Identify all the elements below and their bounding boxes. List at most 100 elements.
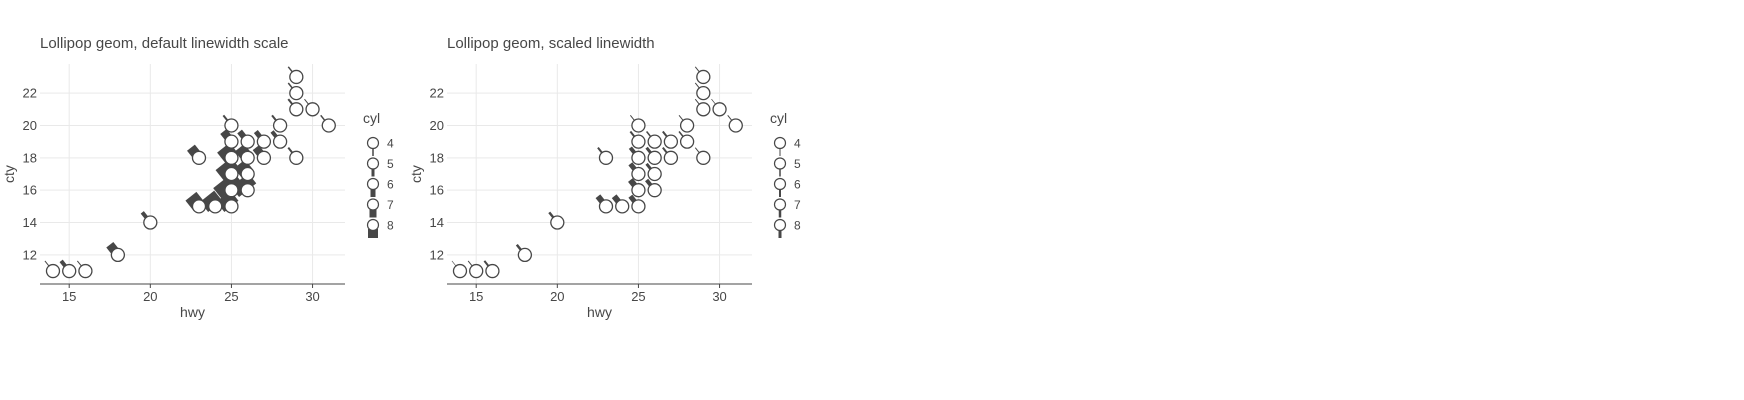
x-tick-label: 30 xyxy=(712,289,726,304)
lollipop-head xyxy=(647,134,662,149)
y-axis-label: cty xyxy=(408,165,424,183)
lollipop-head xyxy=(517,247,533,263)
lollipop-head xyxy=(647,166,662,182)
lollipop-head xyxy=(452,263,468,279)
lollipop-head xyxy=(191,199,207,214)
lollipop-head xyxy=(62,263,77,279)
lollipop-head xyxy=(256,150,272,165)
legend-label: 4 xyxy=(794,137,801,151)
lollipop-head xyxy=(272,118,288,133)
lollipop-head xyxy=(78,263,93,279)
chart-title: Lollipop geom, default linewidth scale xyxy=(40,35,289,52)
lollipop-head xyxy=(191,150,207,165)
lollipop-head xyxy=(696,102,711,117)
x-tick-label: 30 xyxy=(305,289,319,304)
lollipop-head xyxy=(631,118,646,133)
lollipop-head xyxy=(208,199,223,214)
lollipop-head xyxy=(615,199,630,214)
y-tick-label: 22 xyxy=(23,86,37,101)
lollipop-head xyxy=(289,150,304,165)
x-tick-label: 15 xyxy=(62,289,76,304)
legend-head xyxy=(773,218,787,232)
lollipop-head xyxy=(469,263,484,279)
lollipop-head xyxy=(240,134,255,149)
lollipop-head xyxy=(631,199,646,214)
legend-head xyxy=(366,157,380,170)
lollipop-head xyxy=(598,199,614,214)
legend-label: 5 xyxy=(387,157,394,171)
lollipop-head xyxy=(289,102,304,117)
lollipop-head xyxy=(224,199,239,214)
lollipop-head xyxy=(240,166,255,182)
lollipop-head xyxy=(110,247,126,263)
lollipop-head xyxy=(728,118,743,133)
legend-head xyxy=(366,198,380,211)
lollipop-head xyxy=(272,134,288,149)
legend-head xyxy=(773,198,787,211)
lollipop-head xyxy=(598,150,614,165)
x-tick-label: 15 xyxy=(469,289,483,304)
x-tick-label: 25 xyxy=(224,289,238,304)
lollipop-head xyxy=(712,102,727,117)
legend-label: 6 xyxy=(794,178,801,192)
lollipop-head xyxy=(663,150,679,165)
lollipop-head xyxy=(289,69,304,85)
y-tick-label: 22 xyxy=(430,86,444,101)
lollipop-head xyxy=(647,150,662,165)
lollipop-head xyxy=(289,85,304,101)
x-tick-label: 25 xyxy=(631,289,645,304)
lollipop-head xyxy=(143,215,158,230)
lollipop-head xyxy=(224,118,239,133)
legend-label: 7 xyxy=(794,198,801,212)
x-tick-label: 20 xyxy=(550,289,564,304)
legend-title: cyl xyxy=(770,110,787,126)
y-tick-label: 14 xyxy=(23,215,37,230)
chart-1: Lollipop geom, default linewidth scale 15… xyxy=(1,35,394,320)
lollipop-head xyxy=(256,134,272,149)
lollipop-head xyxy=(550,215,565,230)
x-axis-label: hwy xyxy=(587,304,612,320)
lollipop-head xyxy=(696,69,711,85)
lollipop-head xyxy=(224,183,239,198)
y-tick-label: 18 xyxy=(23,150,37,165)
lollipop-head xyxy=(647,183,662,198)
legend-label: 5 xyxy=(794,157,801,171)
y-tick-label: 14 xyxy=(430,215,444,230)
legend-head xyxy=(773,177,787,191)
lollipop-head xyxy=(485,263,500,279)
lollipop-head xyxy=(224,166,239,182)
lollipop-head xyxy=(696,85,711,101)
lollipop-head xyxy=(631,183,646,198)
lollipop-head xyxy=(305,102,320,117)
x-axis-label: hwy xyxy=(180,304,205,320)
legend-head xyxy=(773,157,787,170)
lollipop-head xyxy=(631,150,646,165)
lollipop-head xyxy=(631,134,646,149)
x-tick-label: 20 xyxy=(143,289,157,304)
lollipop-head xyxy=(696,150,711,165)
lollipop-head xyxy=(663,134,679,149)
y-tick-label: 12 xyxy=(23,247,37,262)
legend-label: 8 xyxy=(794,219,801,233)
legend-title: cyl xyxy=(363,110,380,126)
lollipop-head xyxy=(240,150,255,165)
legend-head xyxy=(366,218,380,232)
y-tick-label: 20 xyxy=(430,118,444,133)
chart-2: Lollipop geom, scaled linewidth 15 20 25 30 1… xyxy=(408,35,801,320)
lollipop-head xyxy=(45,263,61,279)
lollipop-head xyxy=(240,183,255,198)
lollipop-head xyxy=(224,134,239,149)
chart-title: Lollipop geom, scaled linewidth xyxy=(447,35,655,52)
lollipop-head xyxy=(679,118,695,133)
lollipop-head xyxy=(224,150,239,165)
lollipop-head xyxy=(321,118,336,133)
legend-head xyxy=(773,136,787,150)
lollipop-head xyxy=(679,134,695,149)
y-tick-label: 12 xyxy=(430,247,444,262)
y-tick-label: 16 xyxy=(430,183,444,198)
lollipop-head xyxy=(631,166,646,182)
y-tick-label: 20 xyxy=(23,118,37,133)
legend-label: 8 xyxy=(387,219,394,233)
y-tick-label: 16 xyxy=(23,183,37,198)
